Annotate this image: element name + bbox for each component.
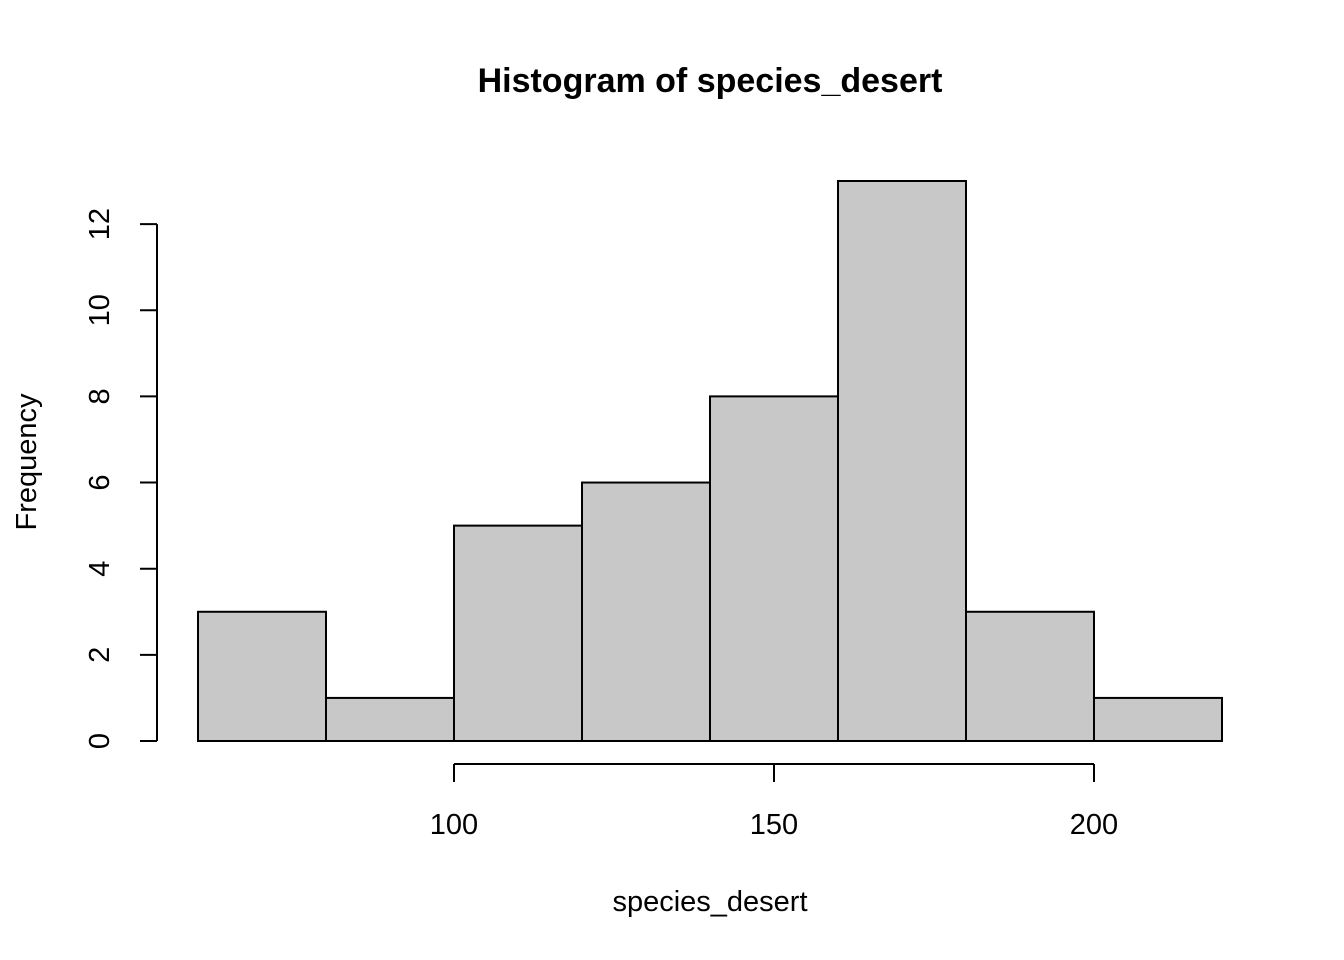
y-tick-label: 10 xyxy=(84,294,116,326)
y-tick-label: 8 xyxy=(84,388,116,404)
y-tick-label: 12 xyxy=(84,208,116,240)
y-tick-label: 4 xyxy=(84,561,116,577)
histogram-bar xyxy=(197,610,327,742)
histogram-bar xyxy=(709,395,839,742)
x-tick-label: 200 xyxy=(1070,809,1118,841)
histogram-bar xyxy=(581,481,711,742)
x-tick-label: 150 xyxy=(750,809,798,841)
bars-group xyxy=(197,180,1223,743)
histogram-bar xyxy=(965,610,1095,742)
histogram-bar xyxy=(325,696,455,743)
x-axis: 100 150 200 xyxy=(430,763,1118,841)
histogram-bar xyxy=(1093,696,1223,743)
y-axis: 0 2 4 6 8 10 12 xyxy=(84,208,158,749)
y-tick-label: 6 xyxy=(84,474,116,490)
x-tick-label: 100 xyxy=(430,809,478,841)
histogram-bar xyxy=(837,180,967,742)
chart-title: Histogram of species_desert xyxy=(478,62,943,100)
x-axis-label: species_desert xyxy=(612,886,807,918)
histogram-bar xyxy=(453,524,583,742)
y-tick-label: 0 xyxy=(84,733,116,749)
y-axis-label: Frequency xyxy=(11,393,43,531)
y-tick-label: 2 xyxy=(84,647,116,663)
